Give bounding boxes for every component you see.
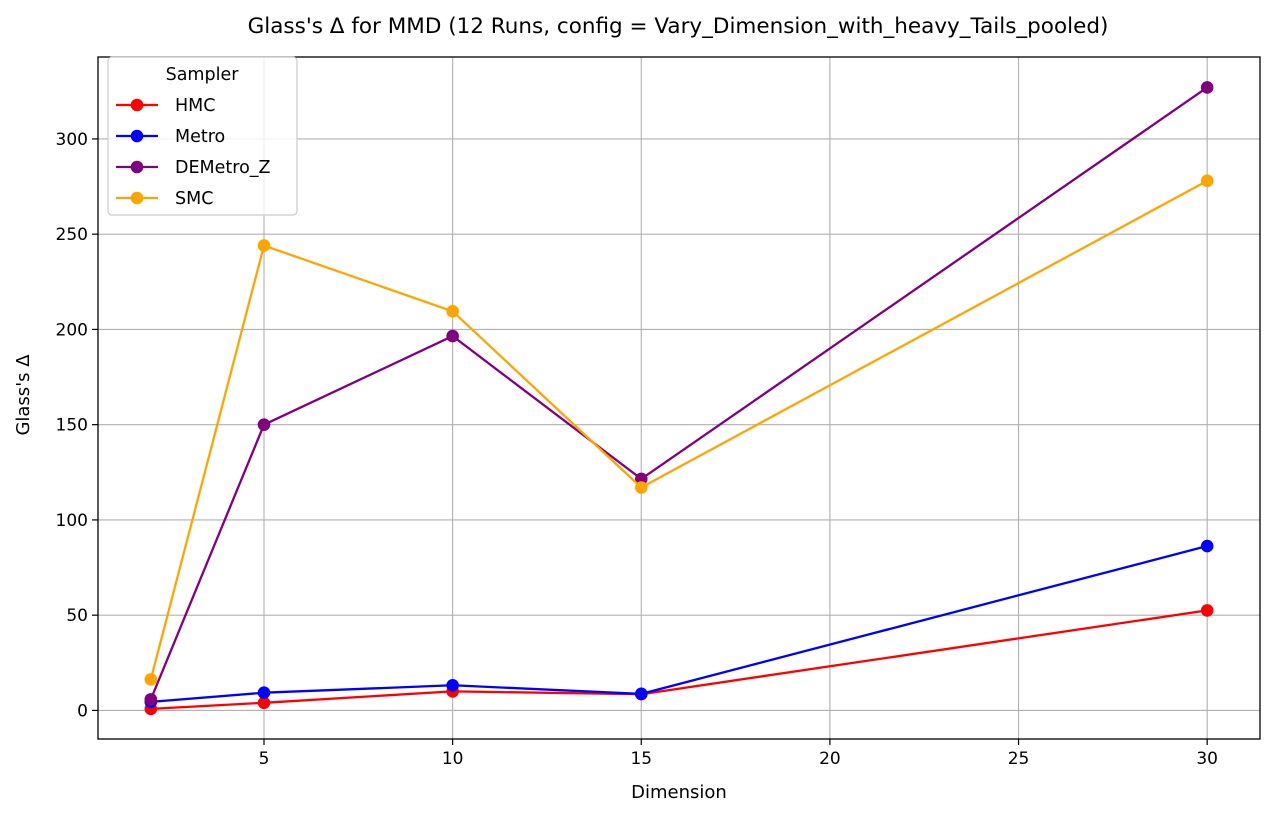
- y-axis-label: Glass's Δ: [13, 354, 34, 436]
- legend-label: SMC: [175, 189, 213, 209]
- series-smc: [144, 174, 1214, 686]
- data-point-metro: [634, 687, 648, 701]
- plot-frame: [97, 56, 1261, 740]
- legend-title: Sampler: [166, 65, 240, 85]
- legend-label: HMC: [175, 96, 215, 116]
- data-point-metro: [1200, 539, 1214, 553]
- legend-item-hmc: HMC: [116, 96, 215, 116]
- legend-swatch-marker: [130, 129, 144, 143]
- y-tick-label: 50: [66, 606, 88, 626]
- y-tick-label: 150: [56, 416, 88, 436]
- y-tick-label: 100: [56, 511, 88, 531]
- series-layer: [144, 81, 1214, 716]
- legend-label: Metro: [175, 127, 225, 147]
- data-point-smc: [144, 673, 158, 686]
- x-axis-label: Dimension: [631, 782, 727, 803]
- legend: Sampler HMC Metro DEMetro_Z SMC: [107, 56, 298, 216]
- grid: [98, 57, 1260, 739]
- legend-items: HMC Metro DEMetro_Z SMC: [116, 96, 271, 209]
- data-point-smc: [257, 239, 271, 252]
- x-tick-label: 15: [630, 749, 652, 769]
- legend-item-demetro-z: DEMetro_Z: [116, 158, 271, 178]
- series-metro: [144, 539, 1214, 709]
- legend-swatch-marker: [130, 98, 144, 112]
- data-point-demetro-z: [144, 693, 158, 706]
- y-axis: 0 50 100 150 200 250 300: [56, 130, 98, 721]
- data-point-demetro-z: [446, 329, 459, 343]
- x-axis: 5 10 15 20 25 30: [259, 739, 1218, 769]
- legend-label: DEMetro_Z: [175, 158, 271, 178]
- legend-swatch-marker: [130, 160, 144, 174]
- data-point-metro: [446, 678, 459, 692]
- legend-item-smc: SMC: [116, 189, 213, 209]
- series-demetro-z: [144, 81, 1214, 706]
- y-tick-label: 200: [56, 320, 88, 340]
- x-tick-label: 5: [259, 749, 270, 769]
- x-tick-label: 20: [819, 749, 841, 769]
- data-point-hmc: [1200, 604, 1214, 617]
- data-point-smc: [446, 305, 459, 318]
- data-point-smc: [634, 481, 648, 494]
- data-point-hmc: [257, 696, 271, 710]
- chart-title: Glass's Δ for MMD (12 Runs, config = Var…: [248, 14, 1109, 39]
- legend-swatch-marker: [130, 191, 144, 205]
- legend-item-metro: Metro: [116, 127, 225, 147]
- legend-box: [107, 56, 298, 216]
- x-tick-label: 10: [442, 749, 464, 769]
- y-tick-label: 0: [77, 701, 88, 721]
- data-point-smc: [1200, 174, 1214, 188]
- data-point-metro: [257, 686, 271, 700]
- y-tick-label: 300: [56, 130, 88, 150]
- data-point-demetro-z: [1200, 81, 1214, 94]
- x-tick-label: 30: [1196, 749, 1218, 769]
- y-tick-label: 250: [56, 225, 88, 245]
- data-point-demetro-z: [257, 418, 271, 431]
- x-tick-label: 25: [1008, 749, 1030, 769]
